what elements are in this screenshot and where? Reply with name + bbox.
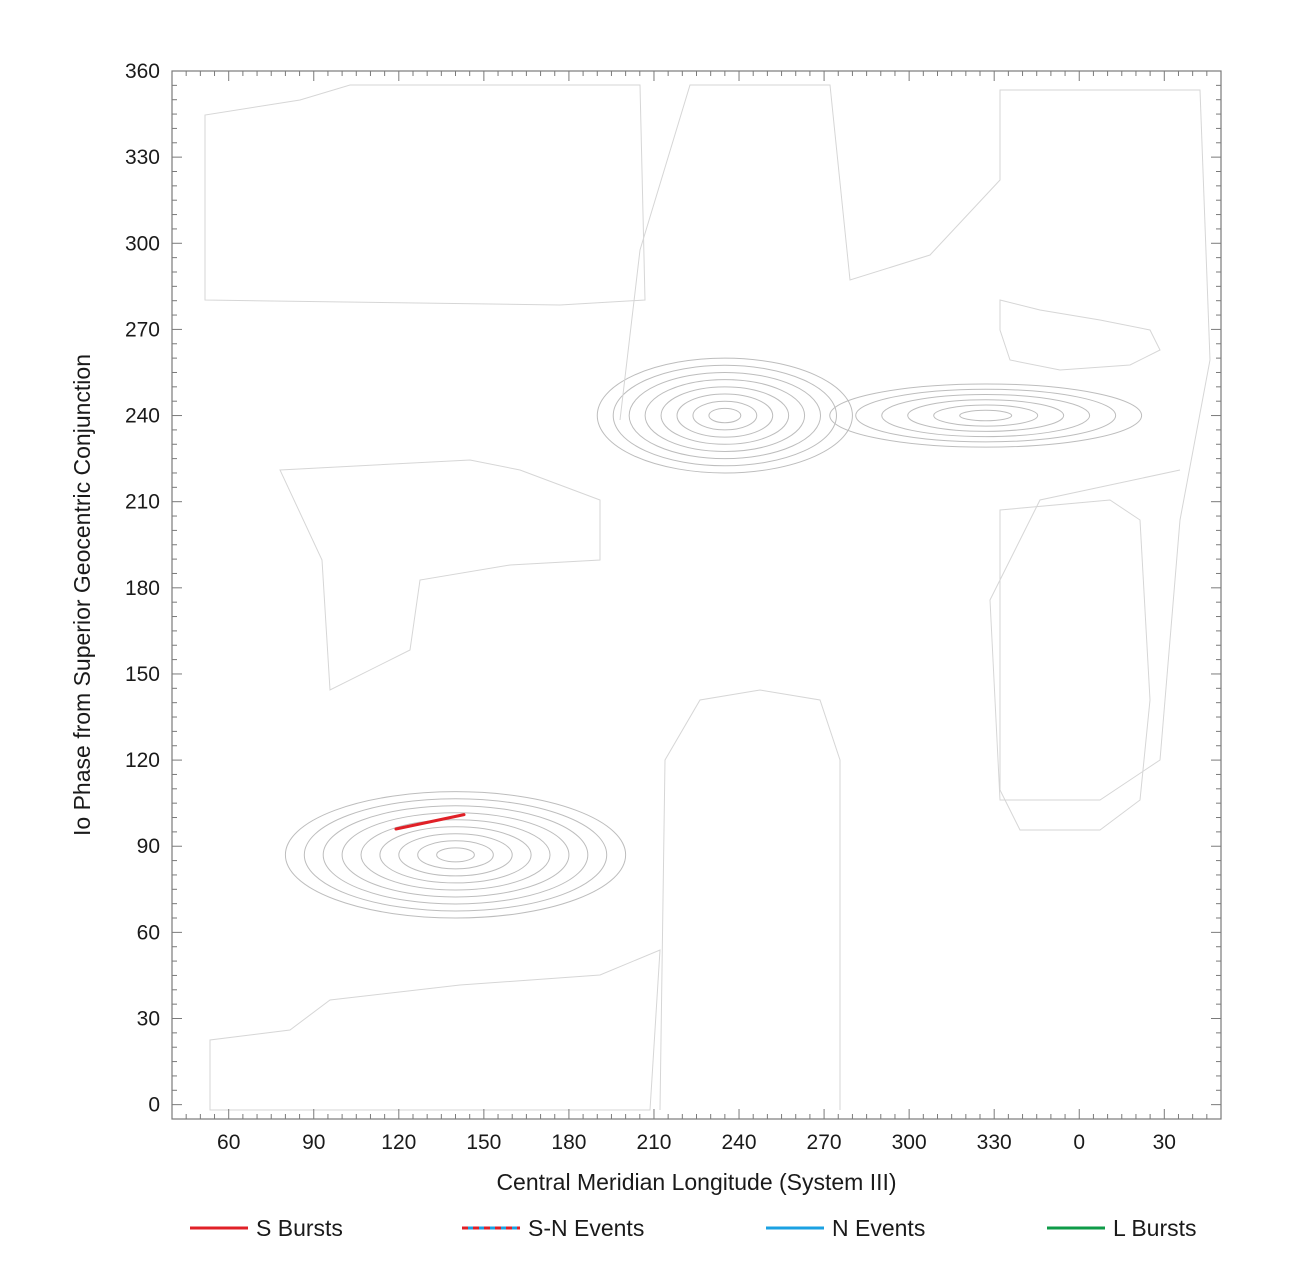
legend-label-s-bursts: S Bursts xyxy=(256,1215,343,1241)
y-tick-label: 60 xyxy=(137,921,160,944)
contour-ring-0-4 xyxy=(360,819,551,891)
contour-ring-1-7 xyxy=(596,357,853,474)
background-contour-3 xyxy=(659,689,841,1111)
y-tick-label: 120 xyxy=(125,749,160,772)
x-tick-label: 300 xyxy=(892,1131,927,1154)
series-layer xyxy=(394,813,466,831)
y-tick-label: 150 xyxy=(125,663,160,686)
contour-ring-2-2 xyxy=(907,399,1065,432)
x-axis-label: Central Meridian Longitude (System III) xyxy=(496,1169,896,1195)
x-tick-label: 240 xyxy=(722,1131,757,1154)
x-tick-label: 210 xyxy=(636,1131,671,1154)
axis-ticks: 60 90 120 150 180 210 240 270 300 330 0 30030609012… xyxy=(125,60,1222,1154)
background-contour-1 xyxy=(209,949,661,1111)
y-tick-label: 300 xyxy=(125,232,160,255)
legend-label-s-n-events: S-N Events xyxy=(528,1215,644,1241)
contour-ring-0-5 xyxy=(341,812,570,898)
background-contour-2 xyxy=(619,84,1211,801)
y-tick-label: 210 xyxy=(125,491,160,514)
x-tick-label: 330 xyxy=(977,1131,1012,1154)
x-tick-label: 0 xyxy=(1073,1131,1085,1154)
contour-ring-0-7 xyxy=(303,798,608,912)
x-tick-label: 30 xyxy=(1153,1131,1176,1154)
x-tick-label: 120 xyxy=(381,1131,416,1154)
legend: S Bursts S-N Events N Events L Bursts xyxy=(190,1215,1197,1241)
contour-ring-0-1 xyxy=(417,840,494,870)
plot-frame xyxy=(171,70,1222,1120)
contour-ring-2-4 xyxy=(855,388,1117,443)
contour-ring-2-0 xyxy=(959,409,1013,422)
contour-ring-1-4 xyxy=(644,379,806,452)
legend-label-l-bursts: L Bursts xyxy=(1113,1215,1197,1241)
background-contour-0 xyxy=(204,84,646,306)
contour-ring-1-1 xyxy=(692,400,758,431)
y-tick-label: 90 xyxy=(137,835,160,858)
contour-ring-0-0 xyxy=(436,847,475,863)
x-tick-label: 270 xyxy=(807,1131,842,1154)
contour-ring-2-3 xyxy=(881,393,1091,438)
background-contour-6 xyxy=(999,499,1151,831)
background-contour-5 xyxy=(999,299,1161,371)
contour-ring-0-6 xyxy=(322,805,589,905)
contour-layer xyxy=(204,84,1211,1111)
x-tick-label: 90 xyxy=(302,1131,325,1154)
contour-ring-0-2 xyxy=(398,833,513,877)
contour-ring-1-3 xyxy=(660,386,790,445)
contour-ring-2-5 xyxy=(829,383,1143,448)
y-tick-label: 240 xyxy=(125,405,160,428)
x-tick-label: 180 xyxy=(551,1131,586,1154)
contour-ring-1-2 xyxy=(676,393,774,438)
y-tick-label: 270 xyxy=(125,318,160,341)
background-contour-4 xyxy=(279,459,601,691)
x-tick-label: 60 xyxy=(217,1131,240,1154)
y-tick-label: 30 xyxy=(137,1008,160,1031)
contour-ring-0-8 xyxy=(284,791,627,919)
legend-label-n-events: N Events xyxy=(832,1215,925,1241)
y-tick-label: 0 xyxy=(148,1094,160,1117)
contour-ring-1-0 xyxy=(708,407,742,424)
contour-ring-1-5 xyxy=(628,371,822,460)
y-axis-label: Io Phase from Superior Geocentric Conjun… xyxy=(69,354,95,836)
y-tick-label: 180 xyxy=(125,577,160,600)
x-tick-label: 150 xyxy=(466,1131,501,1154)
series-line-s-bursts xyxy=(394,813,466,831)
contour-ring-0-3 xyxy=(379,826,532,884)
contour-ring-2-1 xyxy=(933,404,1039,427)
y-tick-label: 330 xyxy=(125,146,160,169)
contour-ring-1-6 xyxy=(612,364,837,467)
y-tick-label: 360 xyxy=(125,60,160,83)
